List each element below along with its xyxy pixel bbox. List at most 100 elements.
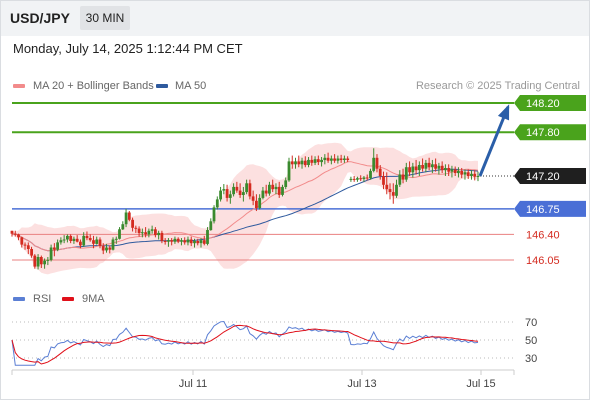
candle-body — [127, 212, 131, 220]
candle-body — [66, 235, 69, 240]
candle-body — [118, 229, 121, 239]
candle-body — [404, 167, 408, 180]
candle-body — [157, 232, 160, 236]
forecast-arrow-head — [497, 104, 510, 121]
rsi-tick-50: 50 — [525, 335, 537, 347]
candle-body — [23, 244, 27, 246]
candle-body — [26, 245, 30, 249]
price-tag-label-146-75: 146.75 — [526, 204, 560, 216]
rsi-9ma-line — [11, 324, 479, 365]
candle-body — [300, 160, 304, 165]
candle-body — [281, 186, 284, 195]
candle-body — [196, 241, 200, 244]
candle-body — [111, 239, 115, 250]
candle-body — [20, 237, 24, 245]
candle-body — [235, 186, 239, 191]
candle-body — [457, 170, 460, 174]
price-tag-146-75 — [514, 200, 586, 217]
candle-body — [225, 189, 229, 198]
symbol-label: USD/JPY — [10, 10, 70, 26]
forecast-arrow-shaft — [478, 106, 510, 177]
candle-body — [414, 166, 418, 171]
time-tick-label: Jul 11 — [179, 378, 208, 390]
ma50-legend: MA 50 — [175, 80, 207, 92]
candle-body — [424, 162, 428, 169]
candle-body — [453, 169, 457, 173]
candle-body — [82, 235, 86, 246]
candle-body — [147, 230, 151, 235]
candle-body — [219, 190, 222, 200]
candle-body — [255, 200, 258, 209]
timestamp: Monday, July 14, 2025 1:12:44 PM CET — [13, 41, 243, 56]
candle-body — [473, 173, 477, 177]
candle-body — [470, 173, 473, 176]
candle-body — [105, 247, 108, 251]
candle-body — [114, 238, 118, 240]
candle-body — [186, 239, 190, 243]
candle-body — [199, 240, 203, 244]
candle-body — [189, 239, 193, 244]
candle-body — [144, 232, 147, 235]
candle-body — [98, 239, 102, 247]
candle-body — [395, 184, 398, 196]
ma9-swatch — [62, 297, 74, 301]
candle-body — [215, 199, 219, 208]
candle-body — [251, 196, 255, 201]
timeframe-button[interactable]: 30 MIN — [80, 6, 130, 30]
chart-header: USD/JPY 30 MIN — [0, 0, 590, 36]
candle-body — [88, 238, 92, 241]
candle-body — [140, 232, 144, 234]
candle-body — [222, 189, 226, 191]
candle-body — [444, 168, 447, 171]
research-credit: Research © 2025 Trading Central — [415, 80, 580, 92]
price-tag-147-80 — [514, 124, 586, 141]
candle-body — [391, 192, 395, 196]
ma50-swatch — [156, 84, 168, 88]
candle-body — [271, 184, 275, 190]
candle-body — [303, 160, 307, 166]
candle-body — [333, 158, 336, 161]
candle-body — [316, 159, 320, 163]
candle-body — [434, 164, 437, 169]
candle-body — [339, 158, 343, 160]
candle-body — [248, 183, 252, 197]
candle-body — [466, 172, 470, 176]
candle-body — [173, 238, 177, 242]
candle-body — [274, 186, 278, 190]
candle-body — [352, 178, 356, 180]
candle-body — [49, 247, 53, 260]
candle-body — [209, 221, 213, 231]
candle-body — [72, 238, 76, 241]
candle-body — [385, 184, 389, 190]
rsi-swatch — [13, 297, 25, 301]
candle-body — [431, 164, 434, 168]
candle-body — [294, 161, 297, 165]
candle-body — [417, 165, 421, 171]
candle-body — [62, 239, 66, 241]
rsi-legend: RSI — [33, 293, 52, 305]
candle-body — [134, 227, 138, 229]
candle-body — [180, 240, 183, 242]
candle-body — [170, 240, 174, 242]
candle-body — [150, 229, 154, 231]
candle-body — [137, 228, 141, 233]
candle-body — [447, 168, 451, 172]
candle-body — [476, 176, 480, 177]
candle-body — [290, 161, 294, 165]
candle-body — [310, 159, 314, 163]
candle-body — [46, 259, 50, 261]
candle-body — [33, 255, 37, 267]
candle-body — [245, 183, 248, 193]
ma20-legend: MA 20 + Bollinger Bands — [33, 80, 154, 92]
candle-body — [427, 162, 431, 168]
candle-body — [202, 240, 206, 244]
candle-body — [277, 186, 281, 195]
candle-body — [167, 240, 170, 242]
candle-body — [30, 249, 33, 256]
candle-body — [95, 239, 99, 244]
candle-body — [75, 238, 79, 242]
price-tag-148-20 — [514, 95, 586, 111]
candle-body — [160, 232, 164, 241]
candle-body — [313, 159, 317, 163]
